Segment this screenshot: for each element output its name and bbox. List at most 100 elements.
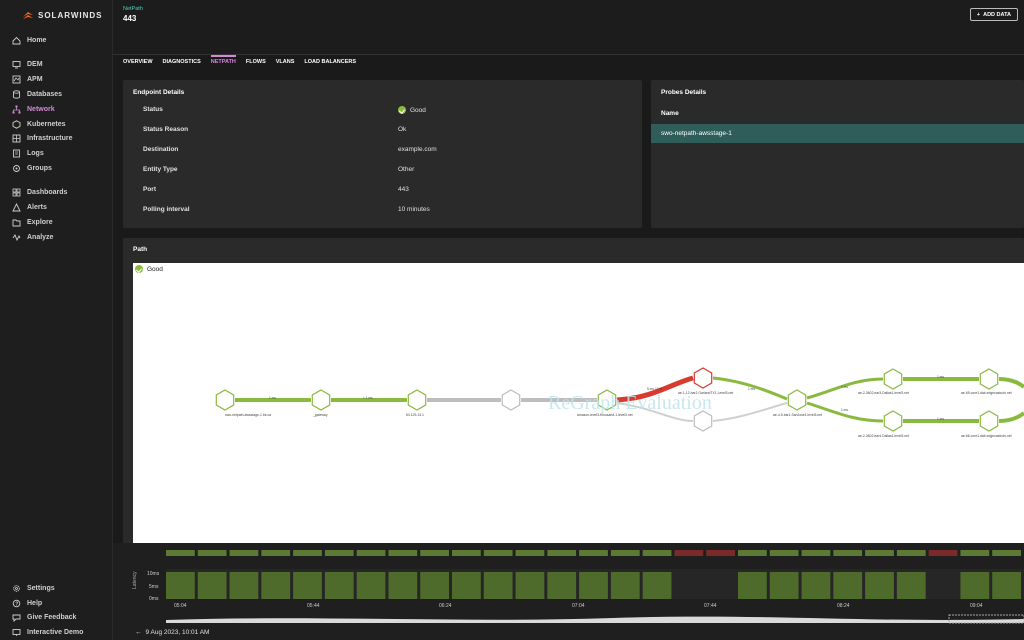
node-label: ae-2-3602.ear4.Dallas1.level3.net xyxy=(858,434,909,438)
status-segment xyxy=(865,550,894,556)
breadcrumb[interactable]: NetPath xyxy=(123,6,143,12)
sidebar-item-label: DEM xyxy=(27,60,43,68)
path-node[interactable] xyxy=(407,389,427,411)
latency-bar xyxy=(515,572,545,599)
x-tick: 07:44 xyxy=(704,603,717,609)
node-label: ae-65.core1.dab.edgecastcdn.net xyxy=(961,391,1012,395)
sidebar-item-label: Analyze xyxy=(27,233,54,241)
status-segment xyxy=(452,550,481,556)
path-node[interactable] xyxy=(979,410,999,432)
x-tick: 08:24 xyxy=(837,603,850,609)
sidebar-item-explore[interactable]: Explore xyxy=(12,215,53,229)
sidebar-item-apm[interactable]: APM xyxy=(12,72,43,86)
probes-details-panel: Probes Details Name swo-netpath-awsstage… xyxy=(651,80,1024,228)
latency-bar xyxy=(738,572,767,599)
path-node[interactable] xyxy=(693,410,713,432)
sidebar-item-label: Databases xyxy=(27,90,63,98)
latency-bar xyxy=(547,572,577,599)
sidebar-item-label: Home xyxy=(27,36,47,44)
sidebar-item-label: Interactive Demo xyxy=(27,628,84,636)
link-label: 1 ms xyxy=(841,385,848,389)
sidebar-item-dem[interactable]: DEM xyxy=(12,57,43,71)
path-node[interactable] xyxy=(597,389,617,411)
alerts-icon xyxy=(12,202,21,212)
help-icon: ? xyxy=(12,599,21,608)
netpath-graph[interactable]: Good 1 ms < 1 xyxy=(133,263,1024,543)
link-label: < 1 ms xyxy=(363,396,373,400)
sidebar-item-logs[interactable]: Logs xyxy=(12,146,44,160)
node-label: swo-netpath-awsstage-1.bk.ca xyxy=(225,413,271,417)
endpoint-value: 443 xyxy=(398,186,409,193)
sidebar-item-alerts[interactable]: Alerts xyxy=(12,200,47,214)
sidebar-item-dashboards[interactable]: Dashboards xyxy=(12,185,67,199)
sidebar-item-groups[interactable]: Groups xyxy=(12,161,52,175)
sidebar-item-home[interactable]: Home xyxy=(12,33,46,47)
endpoint-value: 10 minutes xyxy=(398,206,430,213)
status-segment xyxy=(960,550,990,556)
brand-logo[interactable]: SOLARWINDS xyxy=(22,9,103,21)
sidebar-item-interactive-demo[interactable]: Interactive Demo xyxy=(12,625,83,639)
check-icon xyxy=(135,265,143,273)
check-icon xyxy=(398,106,406,114)
path-link xyxy=(998,377,1024,389)
y-tick: 0ms xyxy=(149,596,159,602)
tab-diagnostics[interactable]: DIAGNOSTICS xyxy=(162,59,201,65)
path-node[interactable] xyxy=(883,410,903,432)
x-tick: 05:44 xyxy=(307,603,320,609)
sidebar-item-label: Network xyxy=(27,105,55,113)
timeline[interactable]: Latency 10ms 5ms 0ms 05:04 05:44 06:24 0… xyxy=(113,543,1024,640)
tab-overview[interactable]: OVERVIEW xyxy=(123,59,153,65)
network-icon xyxy=(12,105,21,114)
latency-bar xyxy=(960,572,990,599)
path-node[interactable] xyxy=(311,389,331,411)
explore-icon xyxy=(12,218,21,227)
latency-bar xyxy=(420,572,449,599)
sidebar-item-databases[interactable]: Databases xyxy=(12,87,62,101)
arrow-left-icon[interactable]: ← xyxy=(135,629,142,636)
tab-vlans[interactable]: VLANS xyxy=(275,59,295,65)
endpoint-details-panel: Endpoint Details Status Good Status Reason… xyxy=(123,80,642,228)
path-node[interactable] xyxy=(883,368,903,390)
endpoint-value: Other xyxy=(398,166,414,173)
feedback-icon xyxy=(12,613,21,622)
y-tick: 5ms xyxy=(149,584,159,590)
sidebar-item-infrastructure[interactable]: Infrastructure xyxy=(12,131,73,145)
x-tick: 06:24 xyxy=(439,603,452,609)
path-node[interactable] xyxy=(215,389,235,411)
page-header: NetPath 443 + ADD DATA xyxy=(113,0,1024,55)
sidebar-item-help[interactable]: ? Help xyxy=(12,596,42,610)
status-segment xyxy=(420,550,449,556)
panel-title: Probes Details xyxy=(661,89,707,96)
path-node[interactable] xyxy=(979,368,999,390)
endpoint-label: Status xyxy=(143,106,163,113)
sidebar-item-network[interactable]: Network xyxy=(12,102,55,116)
sidebar-item-analyze[interactable]: Analyze xyxy=(12,230,53,244)
tab-flows[interactable]: FLOWS xyxy=(245,59,266,65)
status-segment xyxy=(992,550,1021,556)
path-node[interactable] xyxy=(693,367,713,389)
endpoint-value: example.com xyxy=(398,146,437,153)
status-segment xyxy=(642,550,672,556)
link-label: 5 ms / 0 % xyxy=(647,387,662,391)
sidebar-item-kubernetes[interactable]: Kubernetes xyxy=(12,117,66,131)
endpoint-label: Port xyxy=(143,186,156,193)
tab-netpath[interactable]: NETPATH xyxy=(210,55,237,71)
groups-icon xyxy=(12,164,21,173)
timeline-date[interactable]: ← 9 Aug 2023, 10:01 AM xyxy=(135,629,209,636)
node-label: 64.129.14.1 xyxy=(406,413,424,417)
sidebar-item-settings[interactable]: Settings xyxy=(12,581,55,595)
page-title: 443 xyxy=(123,14,137,23)
status-segment xyxy=(324,550,354,556)
add-data-button[interactable]: + ADD DATA xyxy=(969,8,1018,21)
endpoint-label: Entity Type xyxy=(143,166,178,173)
latency-bar xyxy=(388,572,418,599)
tab-load-balancers[interactable]: LOAD BALANCERS xyxy=(304,59,357,65)
path-link xyxy=(616,402,694,422)
path-node[interactable] xyxy=(501,389,521,411)
sidebar-item-give-feedback[interactable]: Give Feedback xyxy=(12,610,76,624)
path-node[interactable] xyxy=(787,389,807,411)
logs-icon xyxy=(12,149,21,158)
probe-row[interactable]: swo-netpath-awsstage-1 xyxy=(651,124,1024,143)
endpoint-value-text: Other xyxy=(398,166,415,173)
latency-bar xyxy=(896,572,926,599)
